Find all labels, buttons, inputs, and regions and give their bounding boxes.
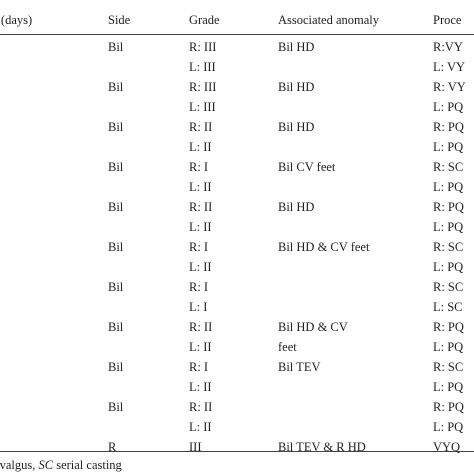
cell-procedure: L: PQ	[433, 100, 464, 114]
cell-anomaly: Bil HD	[278, 200, 315, 214]
bottom-rule	[0, 451, 474, 452]
cell-side: Bil	[108, 160, 124, 174]
cell-anomaly: Bil HD	[278, 120, 315, 134]
cell-grade: R: III	[189, 40, 217, 54]
cell-procedure: L: PQ	[433, 180, 464, 194]
cell-grade: R: I	[189, 240, 209, 254]
cell-procedure: L: PQ	[433, 380, 464, 394]
cell-grade: III	[189, 440, 202, 454]
cell-grade: L: II	[189, 220, 212, 234]
cell-grade: R: III	[189, 80, 217, 94]
cell-grade: L: II	[189, 260, 212, 274]
cell-procedure: R: VY	[433, 80, 466, 94]
cell-anomaly: feet	[278, 340, 297, 354]
cell-procedure: R: SC	[433, 360, 464, 374]
cell-side: Bil	[108, 40, 124, 54]
cell-anomaly: Bil HD & CV feet	[278, 240, 370, 254]
cell-grade: L: I	[189, 300, 208, 314]
cell-grade: R: II	[189, 200, 213, 214]
cell-procedure: R: PQ	[433, 120, 464, 134]
cell-side: Bil	[108, 320, 124, 334]
cell-grade: R: II	[189, 120, 213, 134]
cell-side: Bil	[108, 280, 124, 294]
cell-grade: L: II	[189, 340, 212, 354]
cell-side: R	[108, 440, 117, 454]
header-age: ge (days)	[0, 13, 33, 27]
cell-anomaly: Bil HD & CV	[278, 320, 348, 334]
cell-grade: L: II	[189, 180, 212, 194]
cell-side: Bil	[108, 400, 124, 414]
cell-procedure: L: SC	[433, 300, 463, 314]
cell-side: Bil	[108, 360, 124, 374]
cell-procedure: L: PQ	[433, 140, 464, 154]
cell-procedure: VYQ	[433, 440, 461, 454]
cell-grade: L: III	[189, 100, 216, 114]
cell-procedure: R: SC	[433, 240, 464, 254]
cell-procedure: R:VY	[433, 40, 463, 54]
cell-procedure: L: PQ	[433, 340, 464, 354]
header-rule	[0, 34, 474, 35]
cell-anomaly: Bil CV feet	[278, 160, 336, 174]
cell-grade: R: I	[189, 360, 209, 374]
footnote-abbr: SC	[38, 458, 54, 472]
footnote-text-2: serial casting	[53, 458, 122, 472]
cell-procedure: R: PQ	[433, 400, 464, 414]
cell-anomaly: Bil TEV & R HD	[278, 440, 366, 454]
cell-grade: L: II	[189, 140, 212, 154]
cell-side: Bil	[108, 200, 124, 214]
header-associated-anomaly: Associated anomaly	[278, 13, 380, 27]
cell-procedure: R: PQ	[433, 320, 464, 334]
cell-grade: L: II	[189, 420, 212, 434]
cell-side: Bil	[108, 240, 124, 254]
cell-grade: R: I	[189, 160, 209, 174]
cell-grade: R: II	[189, 320, 213, 334]
table-footnote: aneovalgus, SC serial casting	[0, 458, 122, 472]
cell-procedure: L: VY	[433, 60, 466, 74]
cell-anomaly: Bil HD	[278, 80, 315, 94]
cell-procedure: L: PQ	[433, 420, 464, 434]
header-grade: Grade	[189, 13, 220, 27]
cell-side: Bil	[108, 80, 124, 94]
cell-side: Bil	[108, 120, 124, 134]
cell-procedure: R: SC	[433, 280, 464, 294]
cell-grade: R: I	[189, 280, 209, 294]
footnote-text-1: aneovalgus,	[0, 458, 36, 472]
cell-grade: L: II	[189, 380, 212, 394]
cell-grade: L: III	[189, 60, 216, 74]
cell-procedure: L: PQ	[433, 260, 464, 274]
cell-grade: R: II	[189, 400, 213, 414]
cell-procedure: R: PQ	[433, 200, 464, 214]
cell-procedure: L: PQ	[433, 220, 464, 234]
cell-anomaly: Bil TEV	[278, 360, 321, 374]
cell-procedure: R: SC	[433, 160, 464, 174]
header-procedure: Proce	[433, 13, 462, 27]
cell-anomaly: Bil HD	[278, 40, 315, 54]
header-side: Side	[108, 13, 131, 27]
table-header-row: ge (days) Side Grade Associated anomaly …	[0, 0, 474, 34]
